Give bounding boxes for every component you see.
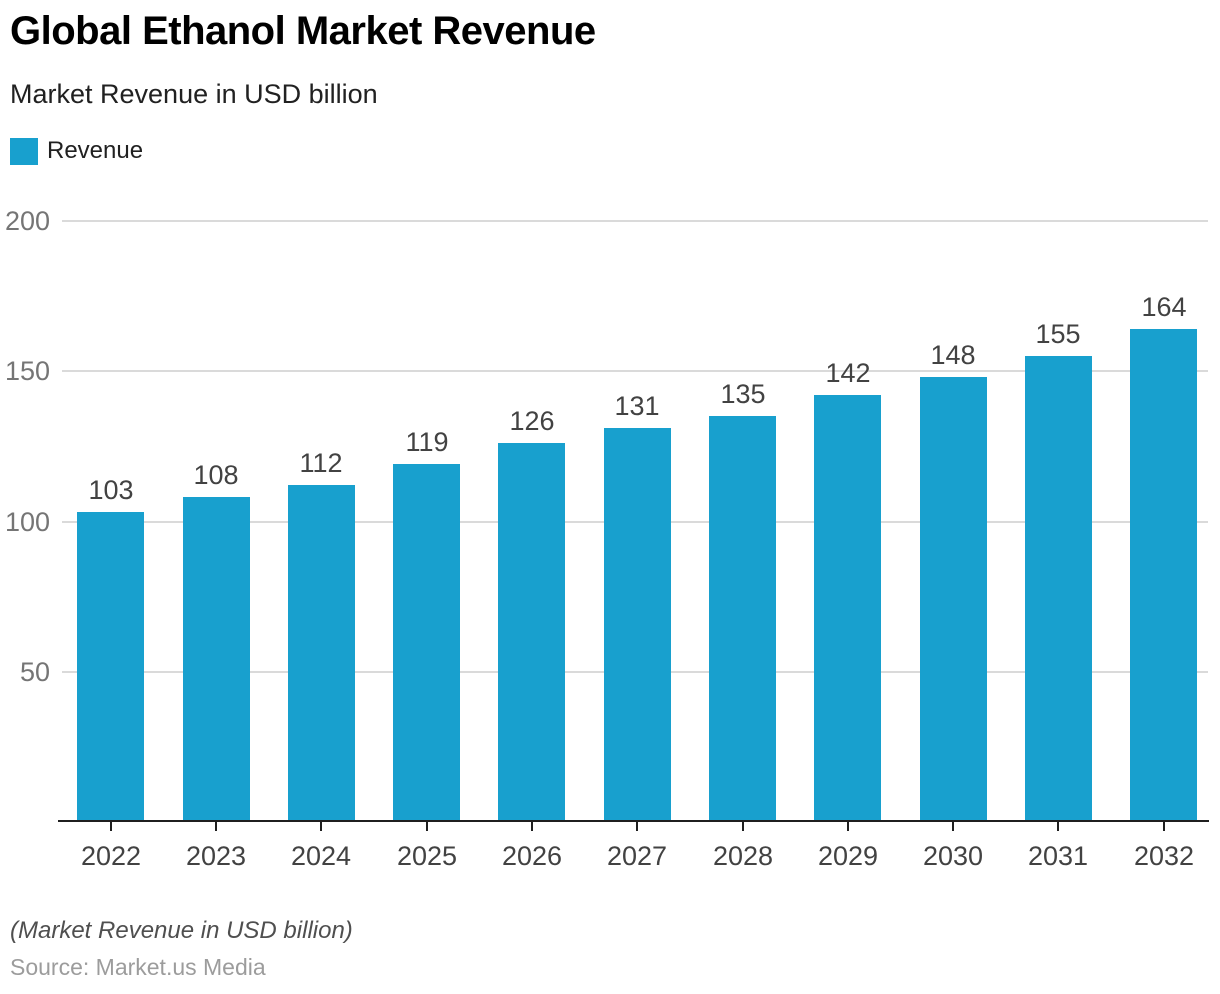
chart-title: Global Ethanol Market Revenue — [10, 9, 596, 53]
x-axis-label: 2030 — [922, 841, 984, 871]
x-axis-tick — [110, 822, 112, 831]
x-axis-label: 2025 — [396, 841, 458, 871]
y-axis-label: 200 — [4, 206, 50, 236]
bar[interactable] — [920, 377, 987, 822]
bar-value-label: 119 — [405, 427, 449, 457]
legend-label: Revenue — [47, 137, 144, 164]
gridline — [62, 370, 1208, 372]
x-axis-tick — [847, 822, 849, 831]
x-axis-tick — [636, 822, 638, 831]
footer-source: Source: Market.us Media — [10, 954, 266, 980]
bar[interactable] — [393, 464, 460, 822]
x-axis-tick — [320, 822, 322, 831]
chart-subtitle: Market Revenue in USD billion — [10, 79, 378, 109]
bar[interactable] — [709, 416, 776, 822]
x-axis-tick — [531, 822, 533, 831]
x-axis-tick — [1163, 822, 1165, 831]
x-axis-label: 2023 — [185, 841, 247, 871]
x-axis-tick — [215, 822, 217, 831]
bar[interactable] — [77, 512, 144, 822]
x-axis-label: 2028 — [712, 841, 774, 871]
bar[interactable] — [288, 485, 355, 822]
x-axis-label: 2031 — [1027, 841, 1089, 871]
bar-value-label: 108 — [193, 460, 239, 490]
gridline — [62, 220, 1208, 222]
x-axis-line — [58, 820, 1209, 822]
bar-value-label: 142 — [825, 358, 871, 388]
x-axis-label: 2022 — [80, 841, 142, 871]
y-axis-label: 50 — [19, 657, 50, 687]
bar-value-label: 135 — [720, 379, 766, 409]
bar[interactable] — [604, 428, 671, 822]
bar-value-label: 131 — [614, 391, 660, 421]
x-axis-label: 2024 — [290, 841, 352, 871]
bar-value-label: 155 — [1035, 319, 1081, 349]
x-axis-tick — [426, 822, 428, 831]
footer-note: (Market Revenue in USD billion) — [10, 917, 353, 944]
x-axis-label: 2027 — [606, 841, 668, 871]
bar[interactable] — [1025, 356, 1092, 822]
bar-value-label: 112 — [299, 448, 343, 478]
bar-value-label: 103 — [88, 475, 134, 505]
x-axis-label: 2026 — [501, 841, 563, 871]
y-axis-label: 150 — [4, 356, 50, 386]
bar-value-label: 148 — [930, 340, 976, 370]
x-axis-tick — [742, 822, 744, 831]
x-axis-tick — [1057, 822, 1059, 831]
y-axis-label: 100 — [4, 507, 50, 537]
bar-value-label: 126 — [509, 406, 555, 436]
bar[interactable] — [498, 443, 565, 822]
x-axis-label: 2032 — [1133, 841, 1195, 871]
legend-swatch-icon — [10, 137, 38, 165]
legend-item-revenue[interactable]: Revenue — [10, 137, 143, 165]
bar[interactable] — [183, 497, 250, 822]
x-axis-label: 2029 — [817, 841, 879, 871]
bar[interactable] — [814, 395, 881, 822]
bar-value-label: 164 — [1141, 292, 1187, 322]
x-axis-tick — [952, 822, 954, 831]
bar[interactable] — [1130, 329, 1197, 822]
